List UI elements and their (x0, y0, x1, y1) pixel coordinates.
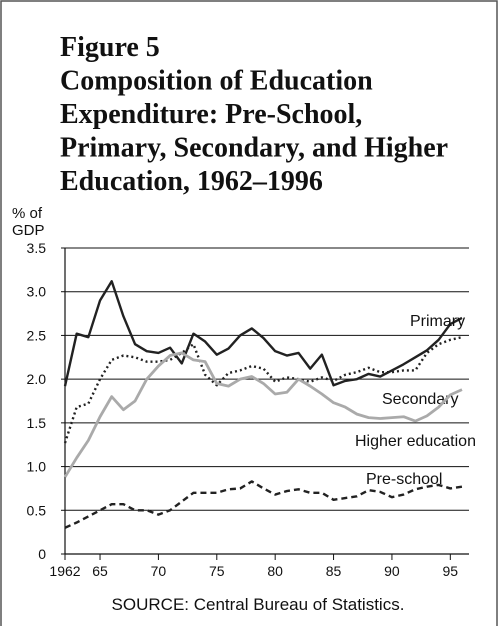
title-line: Figure 5 (60, 32, 160, 63)
x-tick-label: 70 (151, 563, 167, 579)
series-label: Primary (410, 313, 465, 330)
x-tick-label: 90 (384, 563, 400, 579)
y-tick-label: 2.5 (27, 327, 47, 343)
title-line: Expenditure: Pre-School, (60, 99, 362, 130)
series-label: Higher education (355, 433, 476, 450)
y-tick-label: 0 (38, 546, 46, 562)
y-tick-label: 2.0 (27, 371, 47, 387)
series-line (63, 280, 463, 387)
y-tick-label: 3.0 (27, 284, 47, 300)
y-axis-label: GDP (12, 222, 45, 239)
source: SOURCE: Central Bureau of Statistics. (112, 595, 405, 614)
y-axis-label: % of (12, 205, 43, 222)
series-label: Pre-school (366, 471, 442, 488)
series-line (64, 480, 463, 529)
x-tick-label: 80 (267, 563, 283, 579)
y-tick-label: 1.0 (27, 459, 47, 475)
x-tick-label: 75 (209, 563, 225, 579)
title-line: Education, 1962–1996 (60, 166, 323, 197)
series-label: Secondary (382, 391, 459, 408)
x-tick-label: 1962 (49, 563, 80, 579)
y-tick-label: 3.5 (27, 240, 47, 256)
title-line: Primary, Secondary, and Higher (60, 133, 448, 164)
x-tick-label: 85 (326, 563, 342, 579)
x-tick-label: 95 (443, 563, 459, 579)
y-tick-label: 0.5 (27, 502, 47, 518)
x-tick-label: 65 (92, 563, 108, 579)
title-line: Composition of Education (60, 66, 373, 97)
y-tick-label: 1.5 (27, 415, 47, 431)
series-line (63, 351, 463, 478)
